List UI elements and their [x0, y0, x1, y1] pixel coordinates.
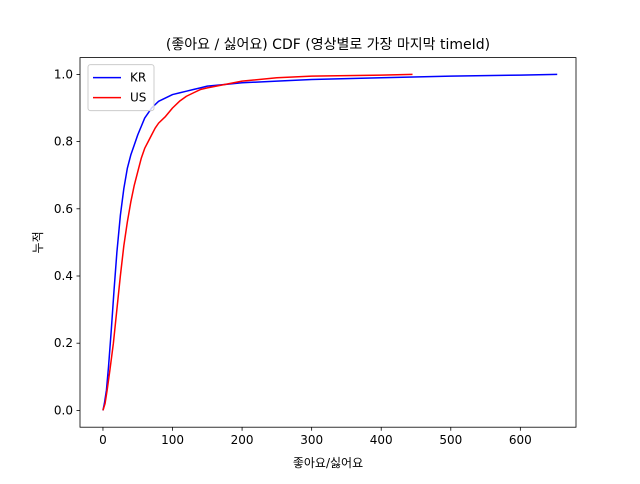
- x-tick-label: 300: [300, 433, 323, 447]
- y-tick-label: 0.4: [54, 269, 73, 283]
- x-tick-label: 0: [99, 433, 107, 447]
- y-tick-label: 1.0: [54, 67, 73, 81]
- y-tick-label: 0.6: [54, 202, 73, 216]
- legend: KR US: [87, 64, 155, 112]
- legend-label-us: US: [130, 91, 146, 105]
- x-tick-label: 100: [161, 433, 184, 447]
- y-tick-label: 0.2: [54, 336, 73, 350]
- legend-label-kr: KR: [130, 71, 146, 85]
- series-line-us: [102, 73, 413, 411]
- x-tick-label: 200: [231, 433, 254, 447]
- x-tick-label: 500: [439, 433, 462, 447]
- axes-frame: [79, 57, 577, 428]
- y-tick-label: 0.0: [54, 403, 73, 417]
- x-tick-label: 400: [370, 433, 393, 447]
- y-axis-label: 누적: [31, 231, 45, 253]
- chart-title: (좋아요 / 싫어요) CDF (영상별로 가장 마지막 timeId): [166, 37, 490, 53]
- x-tick-label: 600: [509, 433, 532, 447]
- legend-box: [87, 64, 155, 112]
- x-axis-label: 좋아요/싫어요: [293, 456, 363, 470]
- y-tick-label: 0.8: [54, 135, 73, 149]
